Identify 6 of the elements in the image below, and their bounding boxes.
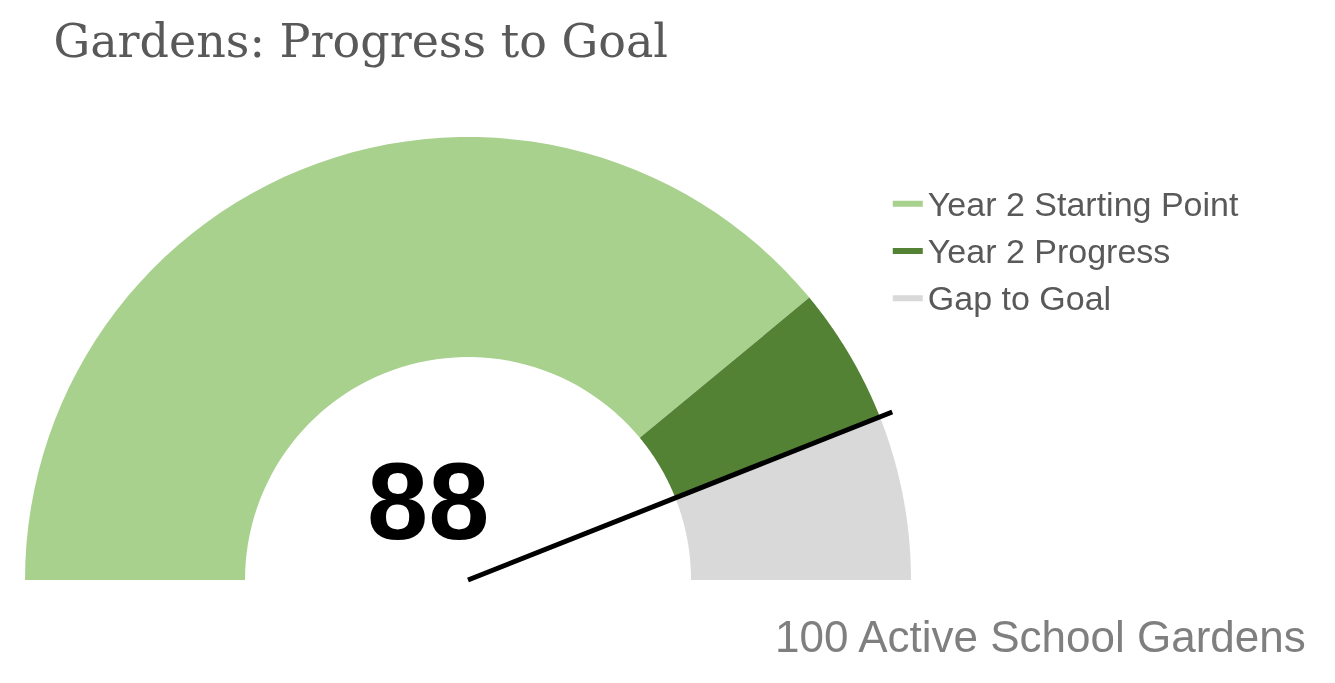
legend-label: Year 2 Progress [927, 232, 1171, 271]
chart-title: Gardens: Progress to Goal [53, 14, 669, 69]
legend-label: Gap to Goal [927, 279, 1112, 318]
legend-label: Year 2 Starting Point [927, 185, 1239, 224]
text: 88 [367, 439, 490, 562]
text: 100 Active School Gardens [775, 612, 1306, 661]
